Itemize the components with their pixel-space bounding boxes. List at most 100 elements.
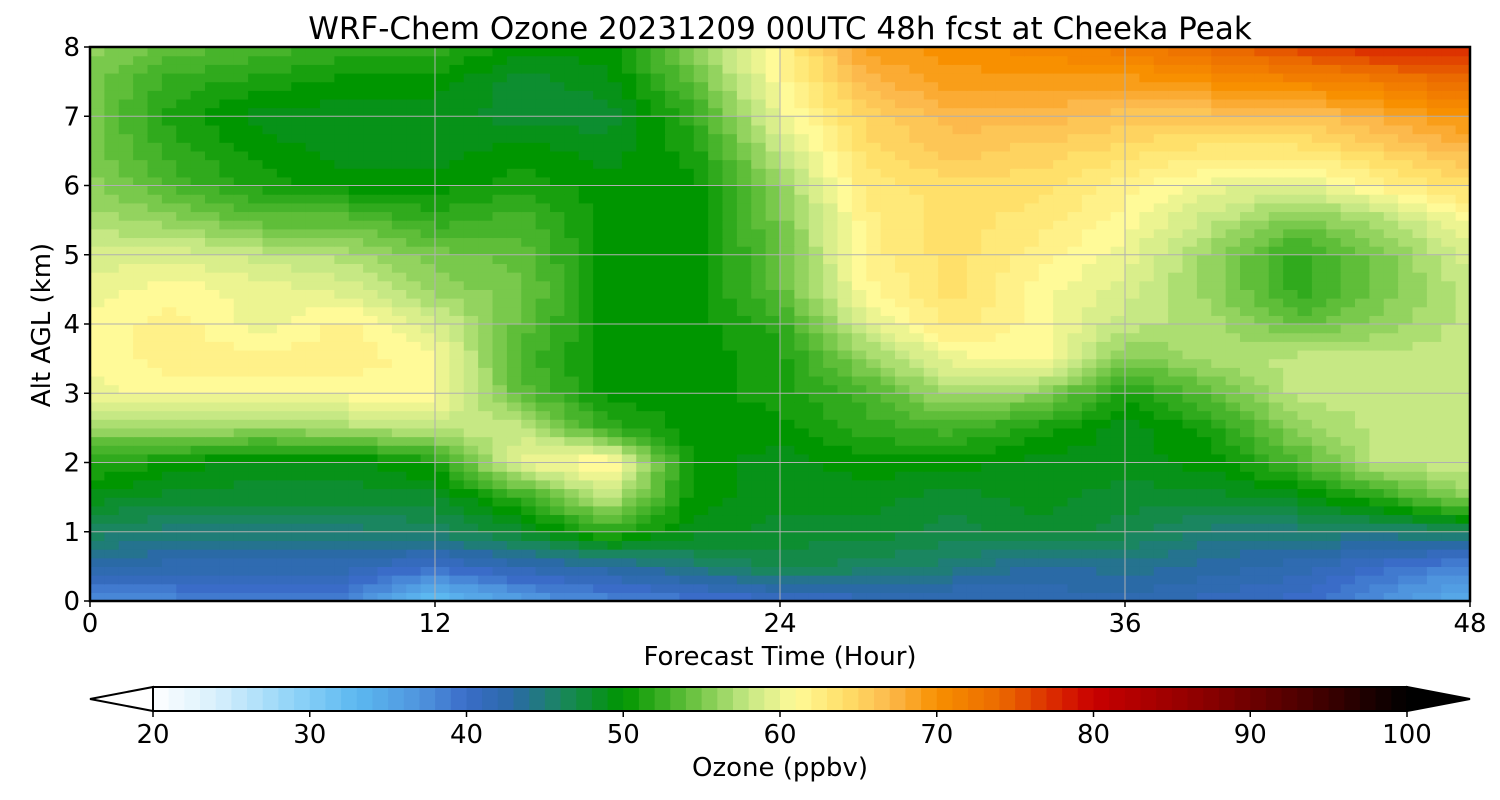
heatmap-cell: [1240, 237, 1255, 247]
heatmap-cell: [233, 592, 249, 602]
heatmap-cell: [1398, 150, 1414, 161]
heatmap-cell: [1139, 401, 1155, 412]
heatmap-cell: [1398, 384, 1414, 394]
heatmap-cell: [837, 557, 853, 567]
heatmap-cell: [1110, 410, 1126, 420]
heatmap-cell: [1297, 306, 1313, 316]
heatmap-cell: [938, 176, 954, 187]
heatmap-cell: [219, 176, 235, 187]
heatmap-cell: [1283, 211, 1299, 221]
heatmap-cell: [291, 523, 307, 533]
heatmap-cell: [1297, 592, 1313, 602]
heatmap-cell: [435, 349, 450, 360]
heatmap-cell: [665, 194, 680, 204]
heatmap-cell: [1067, 583, 1083, 593]
heatmap-cell: [1010, 202, 1025, 213]
heatmap-cell: [1383, 401, 1399, 412]
heatmap-cell: [1110, 427, 1126, 438]
heatmap-cell: [521, 401, 537, 412]
heatmap-cell: [90, 566, 105, 576]
heatmap-cell: [1369, 540, 1385, 550]
heatmap-cell: [636, 289, 652, 299]
heatmap-cell: [176, 471, 192, 481]
heatmap-cell: [1196, 332, 1212, 342]
heatmap-cell: [1182, 583, 1198, 593]
heatmap-cell: [938, 523, 954, 533]
heatmap-cell: [1153, 289, 1169, 299]
heatmap-cell: [90, 531, 105, 542]
heatmap-cell: [190, 168, 206, 178]
heatmap-cell: [794, 557, 810, 567]
heatmap-cell: [780, 453, 795, 464]
heatmap-cell: [1311, 254, 1327, 265]
heatmap-cell: [190, 237, 206, 247]
heatmap-cell: [205, 575, 220, 585]
heatmap-cell: [880, 280, 896, 290]
heatmap-cell: [966, 540, 982, 550]
heatmap-cell: [650, 228, 666, 239]
heatmap-cell: [1153, 566, 1169, 576]
heatmap-cell: [305, 523, 321, 533]
heatmap-cell: [708, 401, 724, 412]
heatmap-cell: [1441, 471, 1457, 481]
heatmap-cell: [248, 324, 264, 334]
heatmap-cell: [751, 393, 767, 403]
heatmap-cell: [1383, 159, 1399, 169]
heatmap-cell: [219, 549, 235, 559]
heatmap-cell: [708, 531, 724, 542]
heatmap-cell: [780, 315, 795, 325]
heatmap-cell: [1283, 549, 1299, 559]
heatmap-cell: [391, 202, 407, 213]
heatmap-cell: [1010, 367, 1025, 377]
heatmap-cell: [1225, 280, 1241, 290]
heatmap-cell: [219, 202, 235, 213]
heatmap-cell: [808, 150, 824, 161]
heatmap-cell: [1426, 263, 1442, 273]
heatmap-cell: [463, 462, 479, 472]
heatmap-cell: [722, 367, 738, 377]
heatmap-cell: [506, 523, 522, 533]
heatmap-cell: [564, 427, 580, 438]
heatmap-cell: [1010, 159, 1025, 169]
heatmap-cell: [550, 315, 565, 325]
heatmap-cell: [1383, 272, 1399, 282]
heatmap-cell: [1024, 332, 1040, 342]
heatmap-cell: [722, 566, 738, 576]
heatmap-cell: [1211, 280, 1227, 290]
heatmap-cell: [535, 410, 551, 420]
heatmap-cell: [736, 566, 752, 576]
heatmap-cell: [104, 263, 120, 273]
heatmap-cell: [1182, 220, 1198, 230]
heatmap-cell: [1225, 462, 1241, 472]
heatmap-cell: [1268, 384, 1284, 394]
heatmap-cell: [190, 592, 206, 602]
heatmap-cell: [1067, 401, 1083, 412]
heatmap-cell: [1024, 349, 1040, 360]
heatmap-cell: [492, 531, 508, 542]
heatmap-cell: [636, 211, 652, 221]
heatmap-cell: [320, 427, 335, 438]
heatmap-cell: [535, 220, 551, 230]
heatmap-cell: [190, 185, 206, 195]
heatmap-cell: [1311, 228, 1327, 239]
heatmap-cell: [133, 289, 149, 299]
heatmap-cell: [966, 427, 982, 438]
heatmap-cell: [550, 384, 565, 394]
heatmap-cell: [564, 505, 580, 516]
heatmap-cell: [1355, 211, 1370, 221]
heatmap-cell: [190, 194, 206, 204]
heatmap-cell: [966, 289, 982, 299]
heatmap-cell: [895, 332, 910, 342]
heatmap-cell: [1010, 176, 1025, 187]
heatmap-cell: [851, 540, 867, 550]
heatmap-cell: [722, 375, 738, 386]
heatmap-cell: [1053, 211, 1069, 221]
heatmap-cell: [104, 349, 120, 360]
heatmap-cell: [1139, 497, 1155, 507]
heatmap-cell: [736, 462, 752, 472]
heatmap-cell: [550, 453, 565, 464]
heatmap-cell: [578, 349, 594, 360]
heatmap-cell: [851, 237, 867, 247]
heatmap-cell: [1211, 393, 1227, 403]
heatmap-cell: [176, 497, 192, 507]
